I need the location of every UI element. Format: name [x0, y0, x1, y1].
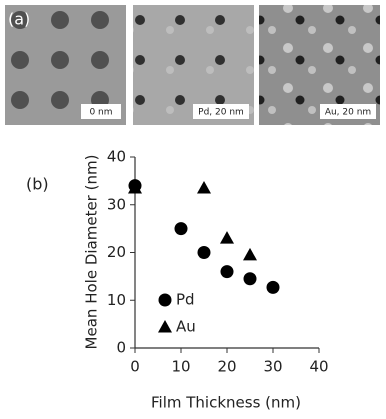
point: [128, 179, 142, 193]
x-tick-label: 30: [263, 358, 282, 376]
x-tick-label: 20: [217, 358, 236, 376]
x-tick-label: 0: [130, 358, 140, 376]
x-tick-label: 10: [171, 358, 190, 376]
legend-label: Au: [176, 318, 196, 336]
label-box: [320, 104, 376, 119]
point: [197, 181, 211, 194]
panel-label: (b): [26, 175, 49, 194]
point: [243, 247, 257, 261]
image-label: 0 nm: [89, 108, 112, 118]
y-tick-label: 10: [107, 291, 126, 309]
panel-label: (a): [8, 10, 30, 29]
y-tick-label: 30: [107, 195, 126, 213]
legend-label: Pd: [176, 291, 195, 309]
point: [266, 280, 280, 294]
y-axis-label: Mean Hole Diameter (nm): [83, 155, 101, 350]
image-label: Pd, 20 nm: [198, 108, 244, 118]
y-tick-label: 0: [116, 339, 126, 357]
point: [220, 231, 234, 244]
point: [197, 246, 211, 259]
y-tick-label: 20: [107, 243, 126, 261]
image-label: Au, 20 nm: [325, 108, 371, 118]
legend-marker: [158, 320, 172, 333]
point: [220, 265, 234, 279]
point: [174, 222, 188, 236]
label-box: [81, 104, 121, 119]
y-tick-label: 40: [107, 148, 126, 166]
legend-marker: [158, 293, 172, 307]
point: [243, 272, 257, 286]
label-box: [193, 104, 249, 119]
x-axis-label: Film Thickness (nm): [151, 394, 301, 412]
x-tick-label: 40: [309, 358, 328, 376]
